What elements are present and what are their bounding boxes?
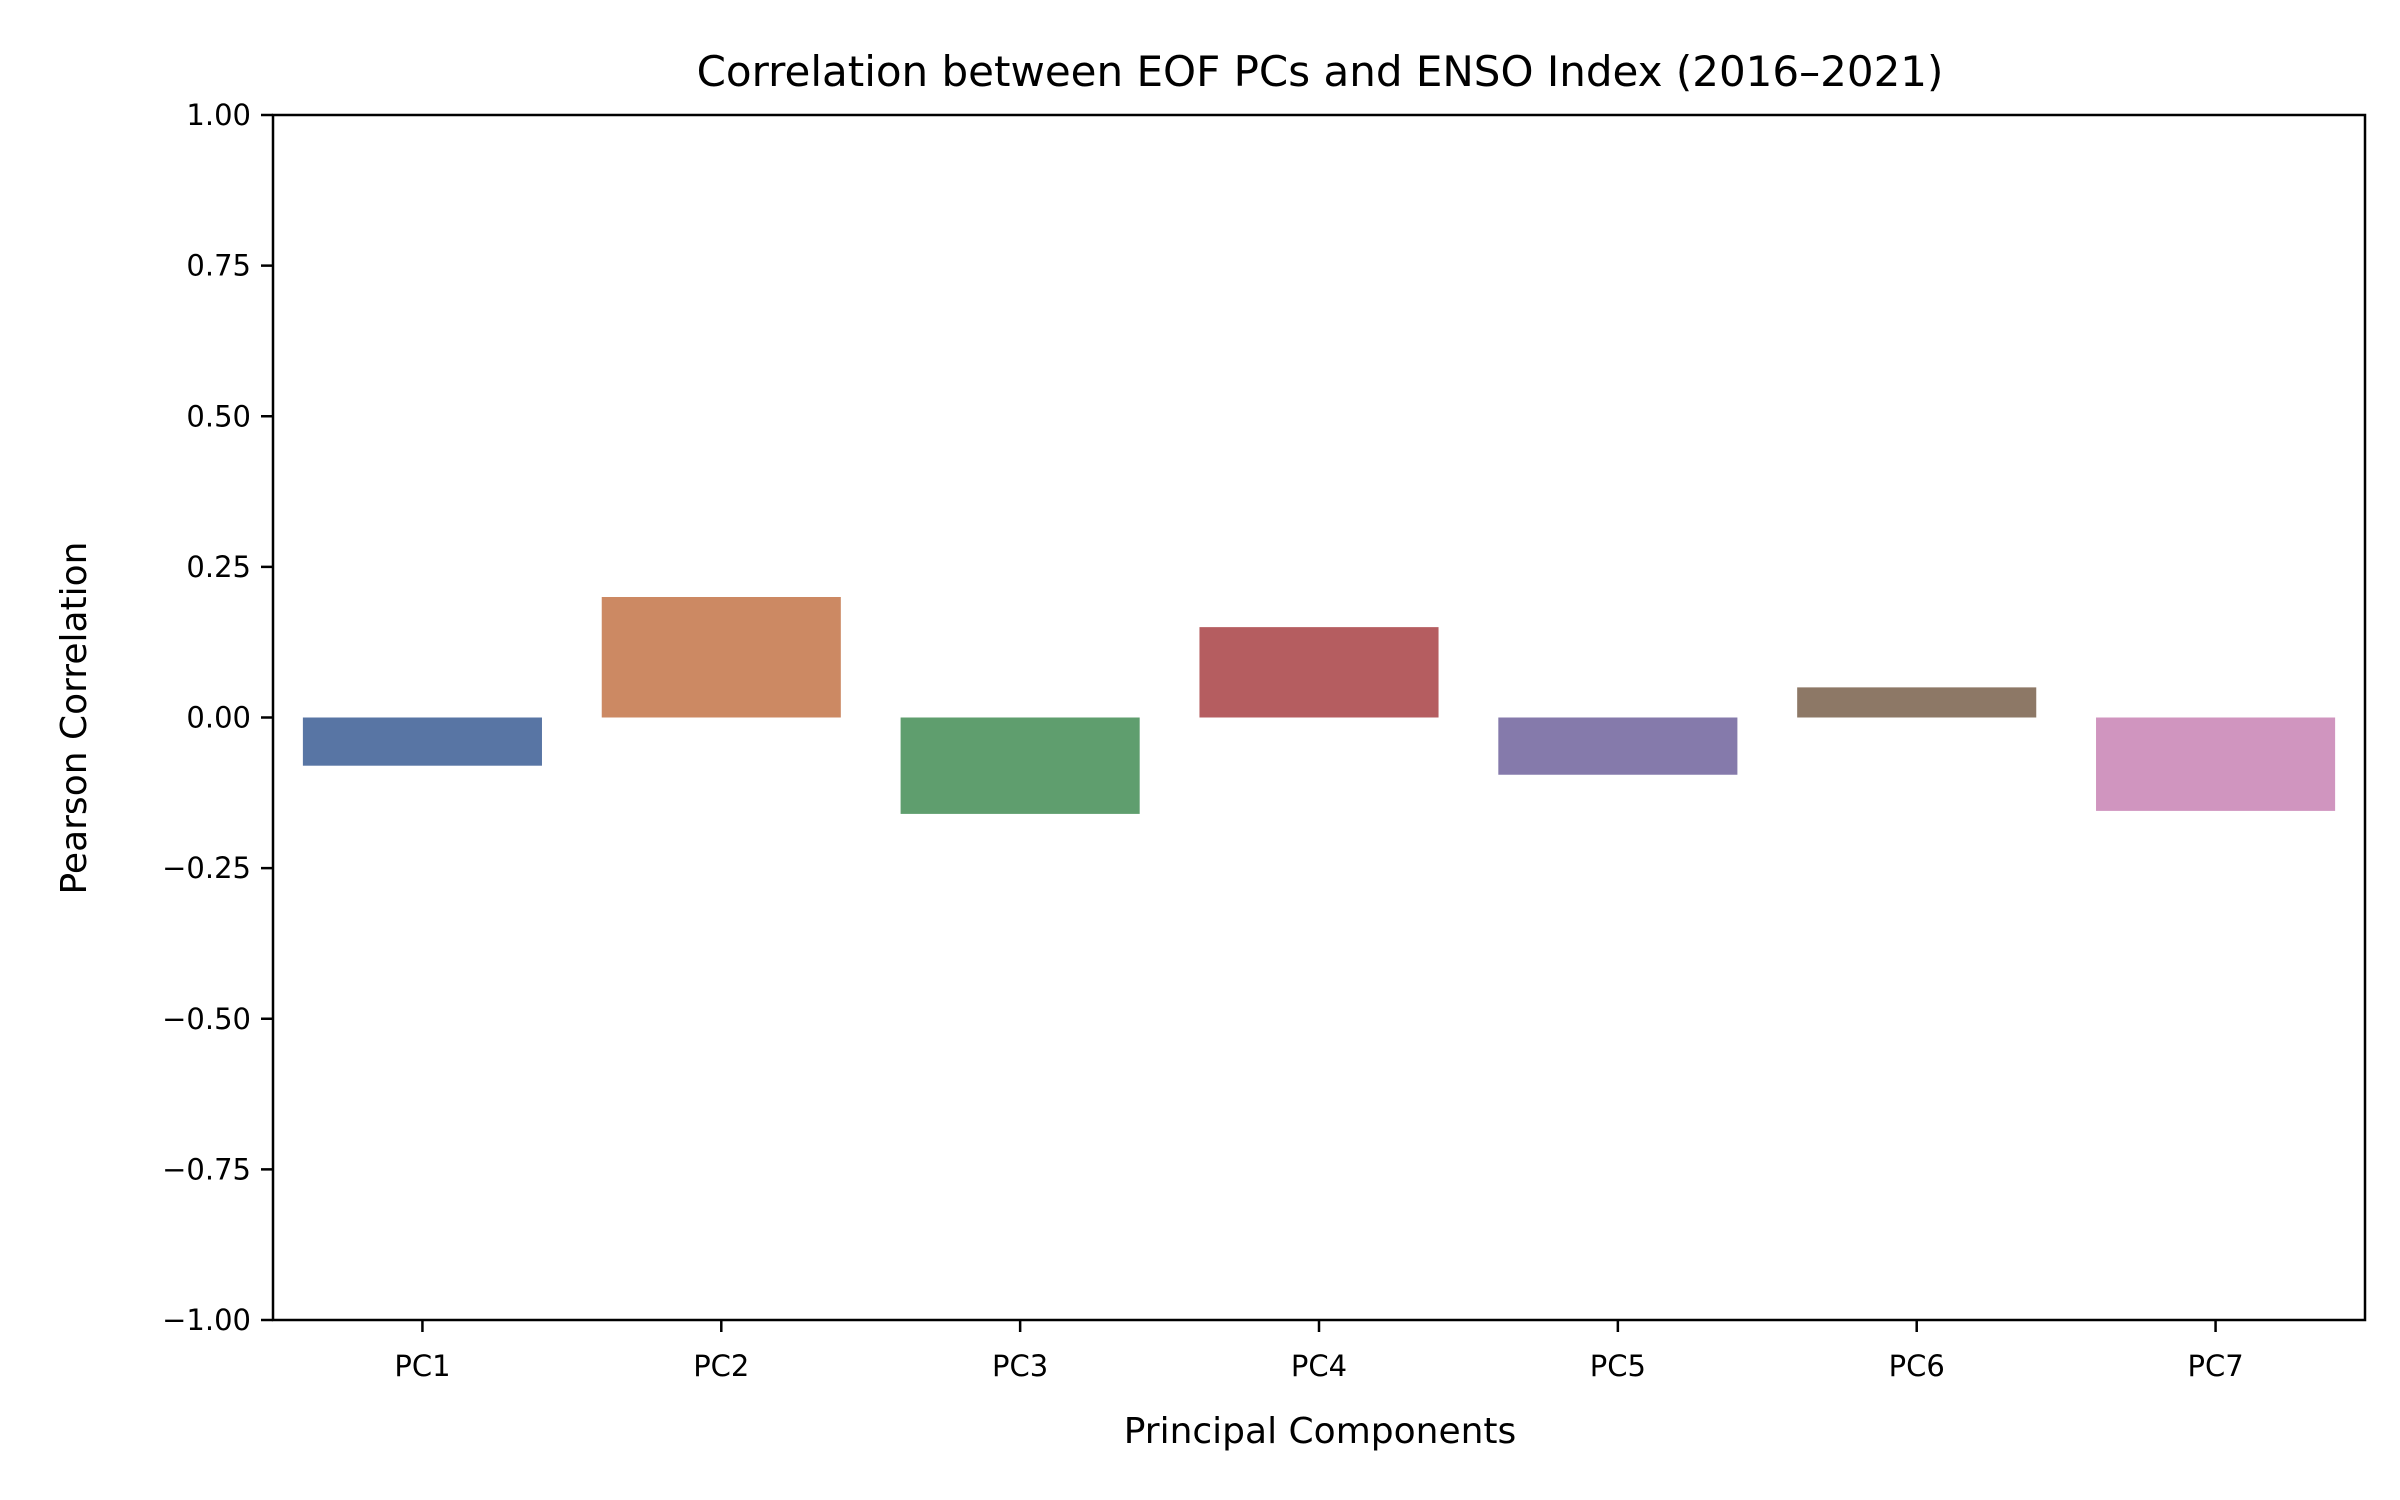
bar-pc6	[1797, 687, 2037, 718]
y-axis-label: Pearson Correlation	[54, 542, 95, 895]
y-tick-label: −1.00	[162, 1303, 251, 1337]
x-tick-label: PC2	[693, 1349, 749, 1383]
x-tick-label: PC6	[1889, 1349, 1945, 1383]
x-axis-label: Principal Components	[1124, 1411, 1517, 1452]
y-tick-label: −0.75	[162, 1152, 251, 1186]
y-tick-label: 0.50	[186, 399, 251, 433]
y-tick-label: 1.00	[186, 98, 251, 132]
y-tick-label: −0.50	[162, 1002, 251, 1036]
bar-pc5	[1498, 717, 1738, 775]
x-tick-label: PC5	[1590, 1349, 1646, 1383]
chart-title: Correlation between EOF PCs and ENSO Ind…	[697, 47, 1944, 96]
x-tick-label: PC7	[2187, 1349, 2243, 1383]
bar-pc7	[2096, 717, 2336, 811]
x-tick-label: PC3	[992, 1349, 1048, 1383]
bar-pc3	[900, 717, 1140, 814]
x-tick-label: PC1	[394, 1349, 450, 1383]
y-tick-label: −0.25	[162, 851, 251, 885]
plot-area: 1.00 0.75 0.50 0.25 0.00 −0.25 −0.50 −0.75 −1.00…	[162, 98, 2367, 1383]
y-tick-label: 0.75	[186, 249, 251, 283]
bar-pc1	[302, 717, 542, 766]
x-tick-label: PC4	[1291, 1349, 1347, 1383]
y-tick-label: 0.25	[186, 550, 251, 584]
y-tick-label: 0.00	[186, 701, 251, 735]
bar-pc4	[1199, 627, 1439, 718]
bar-pc2	[601, 597, 841, 718]
